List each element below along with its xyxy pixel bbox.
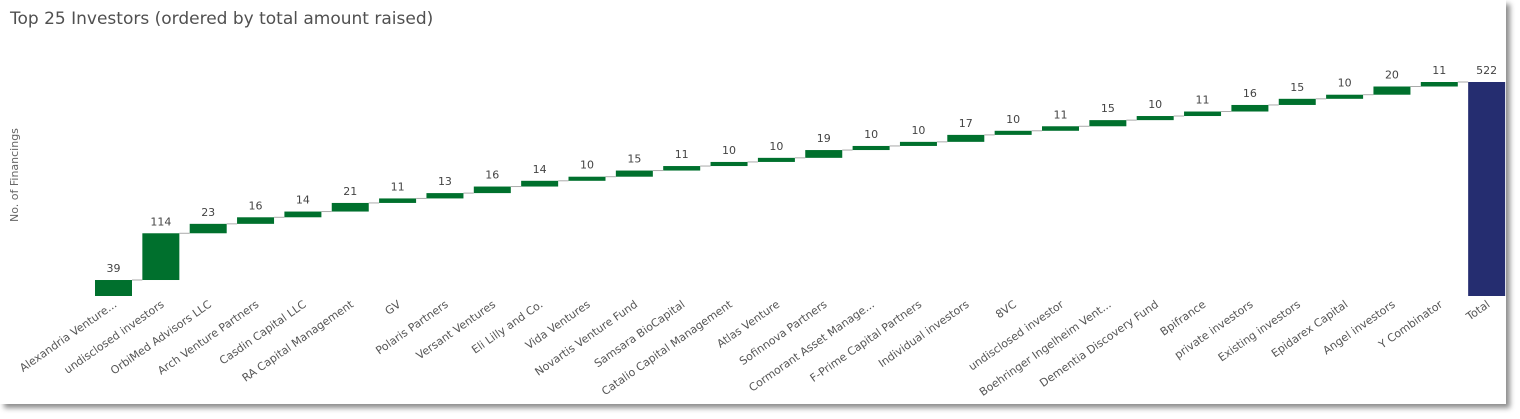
data-label: 10 xyxy=(911,124,925,137)
data-label: 39 xyxy=(107,262,121,275)
increase-bar xyxy=(1184,111,1222,117)
data-label: 17 xyxy=(959,117,973,130)
data-label: 21 xyxy=(343,185,357,198)
chart-card: Top 25 Investors (ordered by total amoun… xyxy=(8,9,1506,399)
data-label: 13 xyxy=(438,175,452,188)
data-label: 19 xyxy=(817,132,831,145)
increase-bar xyxy=(1373,86,1411,95)
data-label: 15 xyxy=(627,153,641,166)
data-label: 15 xyxy=(1101,102,1115,115)
data-label: 11 xyxy=(675,148,689,161)
increase-bar xyxy=(1136,116,1174,121)
increase-bar xyxy=(1326,94,1364,99)
data-label: 14 xyxy=(296,194,310,207)
category-label: Versant Ventures xyxy=(414,298,498,363)
data-label: 11 xyxy=(1054,108,1068,121)
data-label: 522 xyxy=(1476,64,1497,77)
increase-bar xyxy=(189,223,227,234)
increase-bar xyxy=(521,180,559,187)
increase-bar xyxy=(757,157,795,162)
category-label: Existing investors xyxy=(1216,298,1303,365)
total-bar xyxy=(1468,82,1506,296)
increase-bar xyxy=(994,130,1032,135)
data-label: 10 xyxy=(1148,98,1162,111)
data-label: 20 xyxy=(1385,69,1399,82)
data-label: 16 xyxy=(1243,87,1257,100)
increase-bar xyxy=(1231,104,1269,112)
increase-bar xyxy=(1278,98,1316,105)
increase-bar xyxy=(615,170,653,177)
increase-bar xyxy=(947,134,985,142)
waterfall-chart: 39 114 23 16 14 21 11 13 16 14 10 15 11 10 10 19 10 10 17 1… xyxy=(17,64,1506,399)
increase-bar xyxy=(237,217,275,224)
data-label: 10 xyxy=(769,140,783,153)
data-label: 11 xyxy=(1196,94,1210,107)
increase-bar xyxy=(473,186,511,194)
increase-bar xyxy=(663,166,701,171)
increase-bar xyxy=(142,233,180,281)
data-label: 10 xyxy=(580,159,594,172)
data-label: 16 xyxy=(249,199,263,212)
increase-bar xyxy=(379,198,417,203)
data-label: 16 xyxy=(485,169,499,182)
increase-bar xyxy=(331,202,369,212)
data-label: 23 xyxy=(201,206,215,219)
increase-bar xyxy=(568,176,606,181)
increase-bar xyxy=(852,145,890,151)
data-label: 15 xyxy=(1290,81,1304,94)
increase-bar xyxy=(426,193,464,199)
data-label: 10 xyxy=(864,128,878,141)
data-label: 114 xyxy=(150,215,171,228)
data-label: 11 xyxy=(1432,64,1446,77)
data-label: 10 xyxy=(1006,113,1020,126)
category-label: private investors xyxy=(1172,298,1256,362)
data-label: 14 xyxy=(533,163,547,176)
category-label: 8VC xyxy=(993,298,1019,322)
category-label: GV xyxy=(383,298,404,318)
data-label: 11 xyxy=(391,180,405,193)
increase-bar xyxy=(284,211,322,218)
chart-title: Top 25 Investors (ordered by total amoun… xyxy=(10,9,434,29)
data-label: 10 xyxy=(1338,77,1352,90)
increase-bar xyxy=(1420,82,1458,87)
increase-bar xyxy=(899,141,937,146)
increase-bar xyxy=(1089,120,1127,127)
data-label: 10 xyxy=(722,144,736,157)
increase-bar xyxy=(805,150,843,158)
increase-bar xyxy=(95,280,132,296)
increase-bar xyxy=(710,161,748,167)
category-label: Total xyxy=(1463,298,1492,324)
increase-bar xyxy=(1042,126,1079,131)
